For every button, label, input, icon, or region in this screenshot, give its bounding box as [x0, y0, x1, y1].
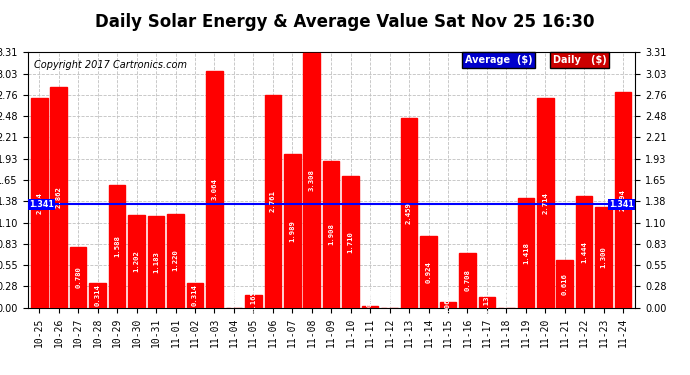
- Bar: [284, 154, 301, 308]
- Bar: [342, 176, 359, 308]
- Text: 1.202: 1.202: [134, 250, 139, 272]
- Text: 1.418: 1.418: [523, 242, 529, 264]
- Bar: [167, 213, 184, 308]
- Bar: [518, 198, 534, 308]
- Text: 2.459: 2.459: [406, 202, 412, 224]
- Text: 0.314: 0.314: [192, 285, 198, 306]
- Bar: [323, 160, 339, 308]
- Text: 1.908: 1.908: [328, 223, 334, 245]
- Bar: [148, 216, 164, 308]
- Text: 2.761: 2.761: [270, 190, 276, 212]
- Bar: [128, 215, 145, 308]
- Text: 1.710: 1.710: [348, 231, 354, 253]
- Text: 1.444: 1.444: [581, 241, 587, 263]
- Text: 0.000: 0.000: [386, 285, 393, 307]
- Bar: [401, 118, 417, 308]
- Bar: [440, 302, 456, 307]
- Bar: [556, 260, 573, 308]
- Text: 3.064: 3.064: [211, 178, 217, 200]
- Text: 1.220: 1.220: [172, 250, 179, 272]
- Text: 2.862: 2.862: [56, 186, 61, 208]
- Text: 2.794: 2.794: [620, 189, 626, 211]
- Bar: [264, 95, 281, 308]
- Text: 1.300: 1.300: [601, 246, 607, 268]
- Text: 0.616: 0.616: [562, 273, 568, 295]
- Bar: [304, 53, 320, 308]
- Text: 0.068: 0.068: [445, 294, 451, 316]
- Bar: [479, 297, 495, 307]
- Bar: [70, 248, 86, 308]
- Text: Daily   ($): Daily ($): [553, 55, 607, 65]
- Bar: [206, 72, 223, 308]
- Text: 2.714: 2.714: [37, 192, 42, 214]
- Text: 0.314: 0.314: [95, 285, 101, 306]
- Text: 0.000: 0.000: [503, 285, 509, 307]
- Bar: [537, 98, 553, 308]
- Text: 1.341: 1.341: [609, 200, 633, 209]
- Text: 0.924: 0.924: [426, 261, 431, 283]
- Bar: [31, 98, 48, 308]
- Text: 0.000: 0.000: [231, 285, 237, 307]
- Bar: [420, 236, 437, 308]
- Bar: [245, 295, 262, 307]
- Bar: [576, 196, 593, 308]
- Text: 1.341: 1.341: [29, 200, 54, 209]
- Text: 1.588: 1.588: [114, 236, 120, 257]
- Text: Copyright 2017 Cartronics.com: Copyright 2017 Cartronics.com: [34, 60, 187, 70]
- Text: Average  ($): Average ($): [465, 55, 533, 65]
- Text: 0.708: 0.708: [464, 269, 471, 291]
- Text: 1.989: 1.989: [289, 220, 295, 242]
- Bar: [50, 87, 67, 308]
- Text: 0.165: 0.165: [250, 290, 257, 312]
- Bar: [459, 253, 475, 308]
- Bar: [109, 185, 126, 308]
- Bar: [90, 283, 106, 308]
- Text: 1.183: 1.183: [153, 251, 159, 273]
- Text: 0.137: 0.137: [484, 291, 490, 313]
- Text: 2.714: 2.714: [542, 192, 549, 214]
- Bar: [362, 306, 378, 308]
- Bar: [595, 207, 612, 308]
- Bar: [615, 92, 631, 308]
- Text: 0.017: 0.017: [367, 285, 373, 307]
- Text: 0.780: 0.780: [75, 267, 81, 288]
- Text: 3.308: 3.308: [308, 169, 315, 191]
- Bar: [187, 283, 204, 308]
- Text: Daily Solar Energy & Average Value Sat Nov 25 16:30: Daily Solar Energy & Average Value Sat N…: [95, 13, 595, 31]
